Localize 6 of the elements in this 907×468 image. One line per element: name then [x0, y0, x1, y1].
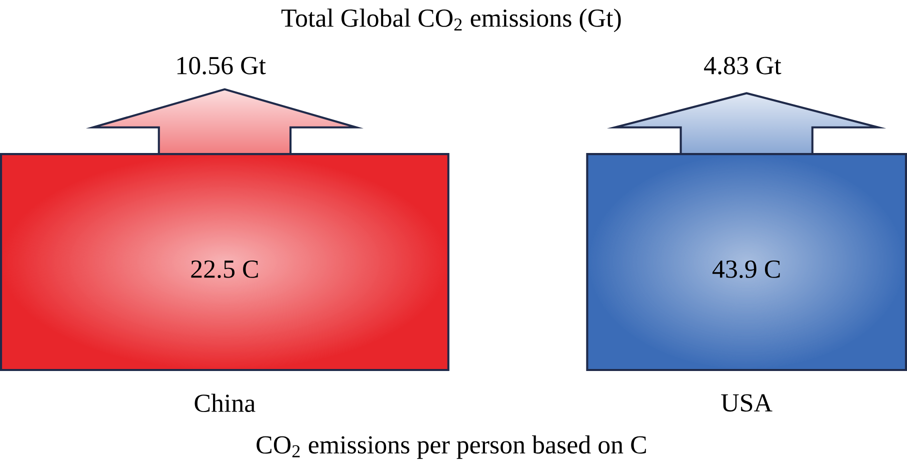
text: Total Global CO$_{2}$ emissions (Gt) — [281, 8, 621, 32]
data-label: 10.56 Gt — [177, 57, 266, 75]
text: CO$_{2}$ emissions per person based on C — [256, 436, 646, 460]
data-label: 4.83 Gt — [704, 57, 782, 75]
category-label: China — [194, 394, 256, 412]
category-label: USA — [721, 394, 772, 412]
